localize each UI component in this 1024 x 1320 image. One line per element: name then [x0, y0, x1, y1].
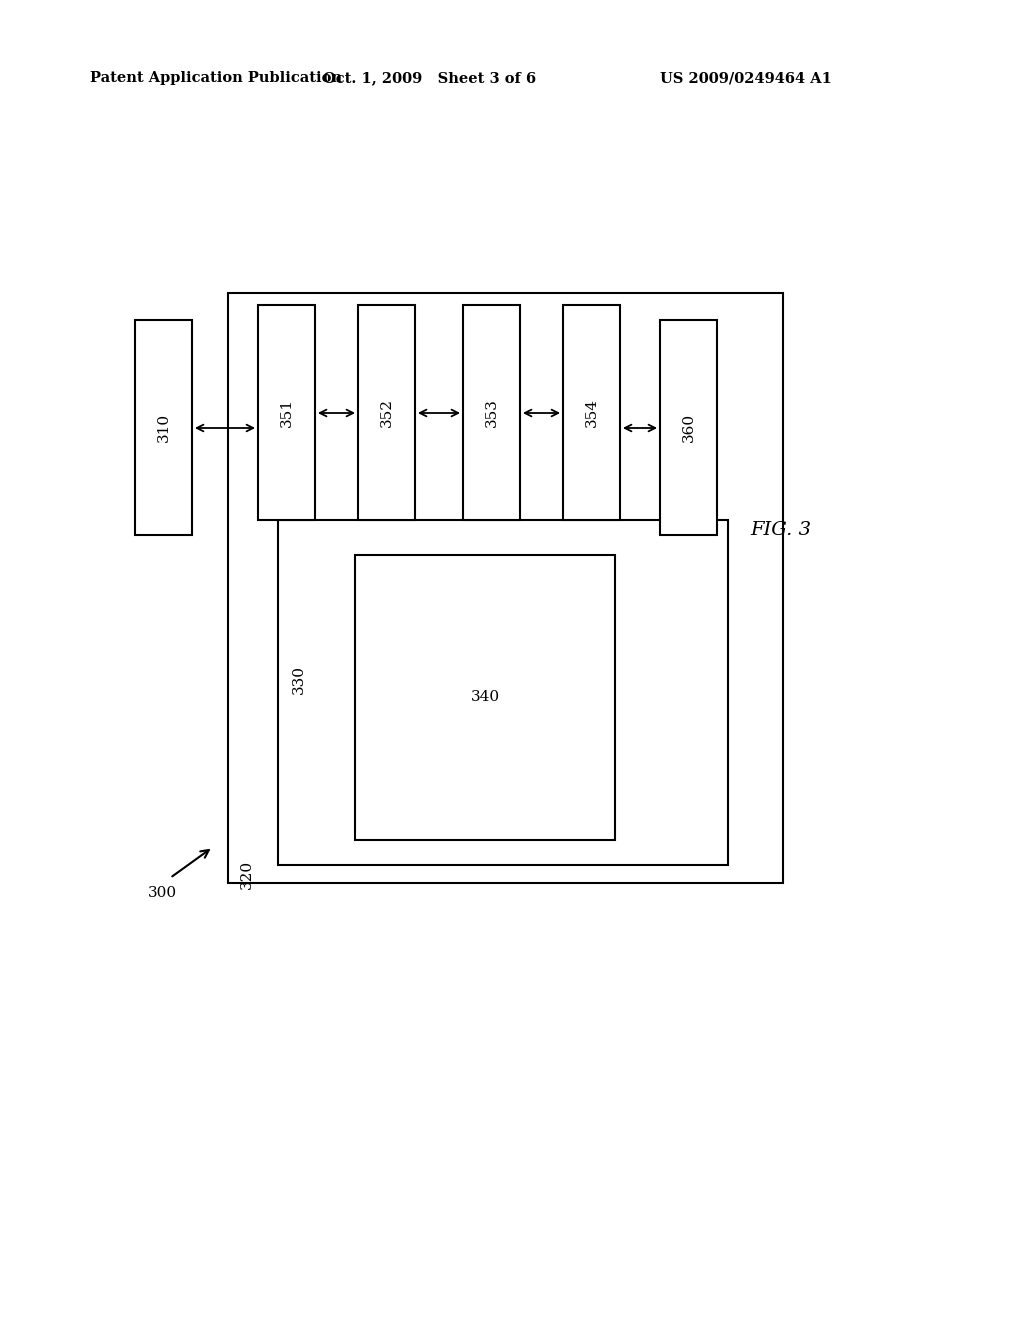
Text: 353: 353: [484, 399, 499, 426]
Text: US 2009/0249464 A1: US 2009/0249464 A1: [660, 71, 831, 84]
Text: 352: 352: [380, 399, 393, 426]
Text: 354: 354: [585, 399, 598, 426]
Text: 320: 320: [240, 861, 254, 890]
Text: 310: 310: [157, 413, 171, 442]
Text: 351: 351: [280, 399, 294, 426]
Bar: [355, 554, 615, 840]
Text: 300: 300: [148, 886, 177, 900]
Bar: [563, 305, 620, 520]
Bar: [278, 520, 728, 865]
Bar: [135, 319, 193, 535]
Text: Patent Application Publication: Patent Application Publication: [90, 71, 342, 84]
Text: 340: 340: [470, 690, 500, 704]
Bar: [258, 305, 315, 520]
Text: 360: 360: [682, 413, 695, 442]
Text: FIG. 3: FIG. 3: [750, 521, 811, 539]
Bar: [660, 319, 717, 535]
Text: Oct. 1, 2009   Sheet 3 of 6: Oct. 1, 2009 Sheet 3 of 6: [324, 71, 537, 84]
Text: 330: 330: [292, 665, 306, 694]
Bar: [463, 305, 520, 520]
Bar: [228, 293, 783, 883]
Bar: [358, 305, 415, 520]
